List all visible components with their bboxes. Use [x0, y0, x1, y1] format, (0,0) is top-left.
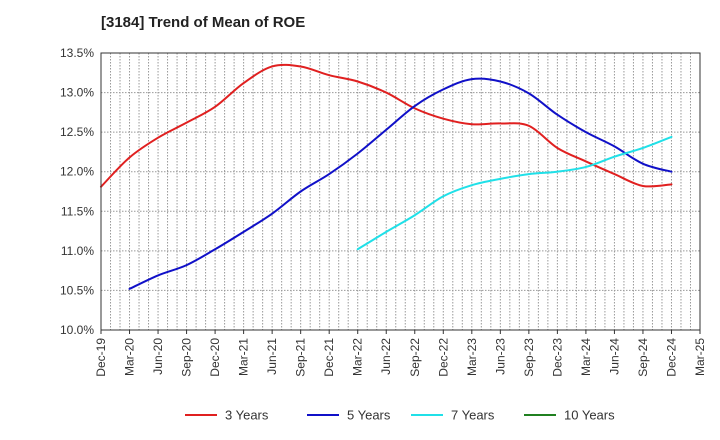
chart-title: [3184] Trend of Mean of ROE: [101, 14, 306, 31]
x-tick-label: Dec-20: [208, 338, 222, 377]
legend-label-7-years: 7 Years: [451, 408, 495, 423]
y-tick-label: 12.5%: [60, 125, 94, 139]
x-tick-label: Mar-24: [579, 338, 593, 376]
plot-border: [100, 52, 701, 331]
x-tick-label: Mar-22: [351, 338, 365, 376]
x-tick-label: Sep-23: [522, 338, 536, 377]
x-tick-label: Sep-24: [636, 338, 650, 377]
y-tick-label: 11.5%: [61, 204, 94, 218]
axes: 10.0% 10.5% 11.0% 11.5% 12.0% 12.5% 13.0% 13.5%…: [60, 46, 707, 377]
x-tick-label: Mar-23: [465, 338, 479, 376]
y-tick-label: 10.5%: [60, 283, 94, 297]
y-tick-label: 12.0%: [60, 165, 94, 179]
x-tick-label: Jun-22: [379, 338, 393, 375]
legend: 3 Years 5 Years 7 Years 10 Years: [185, 408, 615, 423]
series-line-7-years: [356, 135, 673, 251]
y-tick-label: 11.0%: [61, 244, 94, 258]
x-tick-label: Jun-23: [493, 338, 507, 375]
series-layer: [100, 63, 673, 290]
plot-area: [101, 53, 700, 330]
x-tick-label: Mar-25: [693, 338, 707, 376]
legend-label-5-years: 5 Years: [347, 408, 391, 423]
x-tick-label: Sep-20: [180, 338, 194, 377]
x-tick-label: Jun-24: [607, 338, 621, 375]
legend-label-10-years: 10 Years: [564, 408, 615, 423]
x-tick-label: Jun-21: [265, 338, 279, 375]
y-tick-label: 13.5%: [60, 46, 94, 60]
plot-background: [101, 53, 700, 330]
x-tick-label: Sep-22: [408, 338, 422, 377]
x-tick-label: Dec-22: [436, 338, 450, 377]
x-tick-label: Mar-21: [237, 338, 251, 376]
x-tick-label: Dec-19: [94, 338, 108, 377]
x-tick-label: Dec-21: [322, 338, 336, 377]
y-tick-label: 10.0%: [60, 323, 94, 337]
y-tick-label: 13.0%: [60, 86, 94, 100]
legend-label-3-years: 3 Years: [225, 408, 269, 423]
x-tick-label: Jun-20: [151, 338, 165, 375]
x-tick-label: Dec-23: [550, 338, 564, 377]
series-line-3-years: [100, 63, 673, 188]
x-tick-label: Dec-24: [664, 338, 678, 377]
series-line-5-years: [128, 77, 673, 290]
x-tick-label: Mar-20: [123, 338, 137, 376]
x-tick-label: Sep-21: [294, 338, 308, 377]
